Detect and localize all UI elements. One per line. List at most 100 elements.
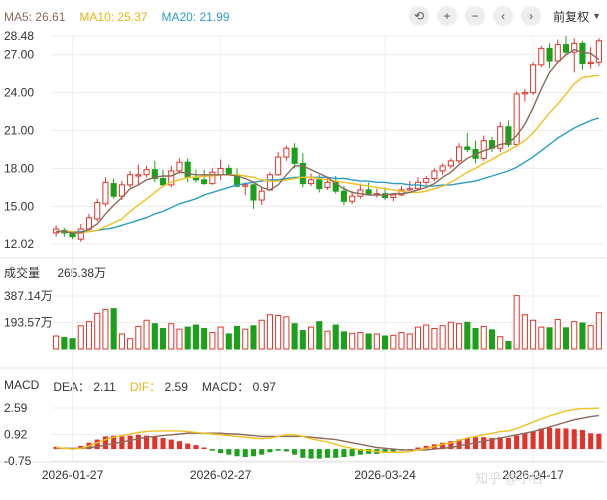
candle-body: [143, 169, 150, 176]
candle: [513, 91, 520, 147]
volume-tick-label: 387.14万: [4, 289, 53, 303]
volume-bar: [546, 327, 553, 350]
price-tick-label: 15.00: [4, 199, 34, 213]
candle: [135, 164, 142, 185]
candle-body: [176, 161, 183, 172]
candle-body: [538, 47, 545, 66]
candle: [447, 158, 454, 169]
candle: [184, 158, 191, 183]
macd-bar: [102, 436, 109, 450]
macd-bar: [448, 441, 454, 450]
volume-bar: [332, 324, 339, 350]
candle-body: [291, 147, 298, 164]
volume-value: 265.38万: [57, 266, 107, 280]
candle: [423, 176, 430, 185]
candle-body: [258, 190, 265, 201]
candle: [464, 133, 471, 153]
candle-body: [127, 174, 134, 186]
macd-tick-label: 2.59: [4, 401, 28, 415]
macd-bar: [226, 449, 232, 455]
candle-body: [299, 162, 306, 185]
volume-bar: [299, 330, 306, 350]
candle: [456, 143, 463, 164]
date-tick-label: 2026-03-24: [354, 468, 416, 482]
macd-bar: [300, 449, 306, 458]
chart-toolbar: ⟲ + − ‹ › 前复权 ▼: [401, 6, 601, 26]
candle: [176, 158, 183, 174]
ma-legend: MA5: 26.61 MA10: 25.37 MA20: 21.99: [4, 6, 244, 28]
macd-bar: [596, 433, 602, 450]
volume-bar: [390, 334, 397, 350]
volume-bar: [94, 312, 101, 350]
candle: [571, 38, 578, 73]
candle-body: [94, 202, 101, 220]
candle: [258, 187, 265, 206]
candle: [431, 168, 438, 182]
candle: [546, 43, 553, 69]
price-adjust-label: 前复权: [553, 9, 590, 24]
candle-body: [562, 44, 570, 53]
candle: [530, 62, 537, 96]
macd-bar: [464, 437, 470, 450]
ma10-line: [56, 74, 599, 234]
candle: [554, 39, 561, 64]
volume-bar: [497, 336, 504, 350]
candle-body: [201, 179, 208, 185]
zoom-in-icon[interactable]: +: [437, 6, 458, 26]
dif-value: 2.59: [164, 380, 188, 394]
candle-body: [554, 44, 561, 62]
volume-bar: [349, 332, 356, 350]
ma5-label: MA5:: [4, 10, 33, 24]
dea-value: 2.11: [93, 380, 116, 394]
volume-bar: [579, 322, 586, 350]
prev-icon[interactable]: ‹: [493, 6, 514, 26]
volume-bar: [357, 332, 364, 350]
candle: [275, 152, 282, 177]
candle-body: [521, 92, 528, 95]
watermark: 知乎 @小谷: [475, 471, 544, 486]
next-icon[interactable]: ›: [521, 6, 542, 26]
price-tick-label: 21.00: [4, 124, 34, 138]
volume-bar: [513, 295, 520, 350]
price-tick-label: 24.00: [4, 86, 34, 100]
ma5-legend: MA5: 26.61: [4, 10, 65, 24]
macd-bar: [160, 437, 166, 450]
macd-bar: [530, 431, 536, 450]
candle: [497, 121, 504, 153]
candle-body: [587, 61, 594, 65]
date-tick-label: 2026-02-27: [190, 468, 252, 482]
ma20-value: 21.99: [199, 10, 230, 24]
undo-icon[interactable]: ⟲: [409, 6, 430, 26]
candle: [143, 165, 150, 178]
volume-bar: [595, 312, 602, 350]
macd-bar: [209, 449, 215, 451]
price-adjust-dropdown[interactable]: 前复权 ▼: [553, 8, 601, 25]
candle: [250, 183, 257, 209]
candle: [192, 169, 199, 183]
zoom-out-icon[interactable]: −: [465, 6, 486, 26]
candle-body: [595, 40, 602, 63]
volume-bar: [176, 328, 183, 350]
candle: [521, 88, 528, 102]
candle-body: [365, 189, 372, 195]
volume-bar: [209, 332, 216, 350]
price-tick-label: 28.48: [4, 29, 34, 43]
volume-bar: [127, 338, 134, 350]
volume-bar: [562, 327, 570, 350]
macd-tick-label: 0.92: [4, 428, 28, 442]
candle-body: [571, 42, 578, 53]
volume-bar: [258, 319, 265, 350]
volume-label: 成交量: [4, 266, 41, 280]
macd-header: MACD DEA： 2.11 DIF： 2.59 MACD： 0.97: [4, 378, 290, 395]
macd-bar: [579, 430, 585, 450]
volume-bar: [275, 314, 282, 350]
candle-body: [266, 174, 273, 191]
candle-body: [308, 179, 315, 185]
candle: [308, 173, 315, 187]
candle-body: [283, 147, 290, 158]
candle-body: [225, 167, 232, 174]
candle: [373, 188, 380, 198]
chevron-down-icon: ▼: [592, 11, 601, 21]
candle: [299, 153, 306, 188]
